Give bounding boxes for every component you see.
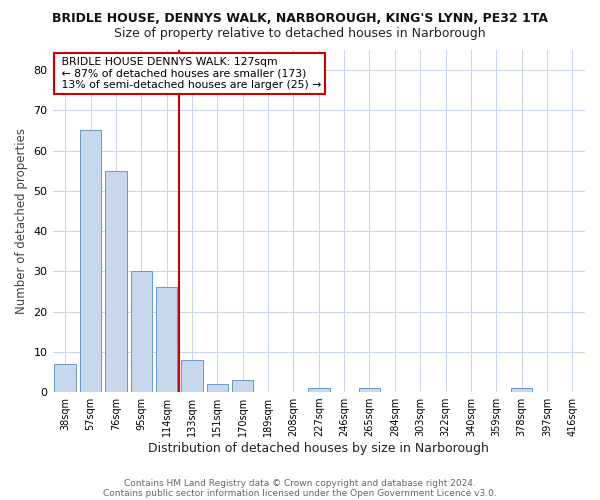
Bar — [156, 288, 178, 392]
Bar — [80, 130, 101, 392]
Bar — [206, 384, 228, 392]
Text: Size of property relative to detached houses in Narborough: Size of property relative to detached ho… — [114, 28, 486, 40]
Bar — [359, 388, 380, 392]
Text: BRIDLE HOUSE DENNYS WALK: 127sqm
 ← 87% of detached houses are smaller (173)
 13: BRIDLE HOUSE DENNYS WALK: 127sqm ← 87% o… — [58, 57, 321, 90]
Y-axis label: Number of detached properties: Number of detached properties — [15, 128, 28, 314]
X-axis label: Distribution of detached houses by size in Narborough: Distribution of detached houses by size … — [148, 442, 489, 455]
Bar — [181, 360, 203, 392]
Bar — [308, 388, 329, 392]
Text: Contains public sector information licensed under the Open Government Licence v3: Contains public sector information licen… — [103, 488, 497, 498]
Text: BRIDLE HOUSE, DENNYS WALK, NARBOROUGH, KING'S LYNN, PE32 1TA: BRIDLE HOUSE, DENNYS WALK, NARBOROUGH, K… — [52, 12, 548, 26]
Bar — [55, 364, 76, 392]
Text: Contains HM Land Registry data © Crown copyright and database right 2024.: Contains HM Land Registry data © Crown c… — [124, 478, 476, 488]
Bar — [131, 272, 152, 392]
Bar — [232, 380, 253, 392]
Bar — [105, 170, 127, 392]
Bar — [511, 388, 532, 392]
